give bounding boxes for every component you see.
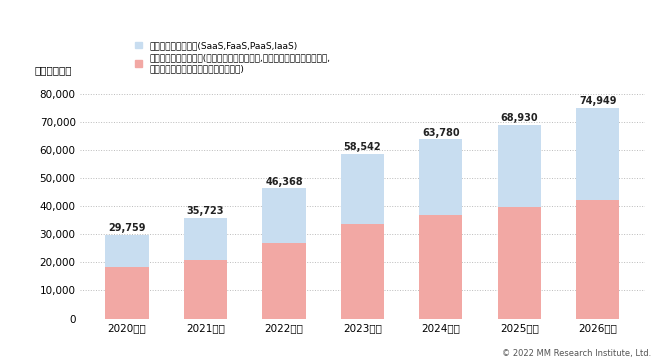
- Text: 29,759: 29,759: [108, 223, 146, 233]
- Text: © 2022 MM Research Institute, Ltd.: © 2022 MM Research Institute, Ltd.: [503, 349, 652, 358]
- Bar: [420, 215, 462, 319]
- Bar: [420, 139, 462, 215]
- Text: 68,930: 68,930: [501, 113, 538, 123]
- Bar: [576, 108, 619, 200]
- Text: 63,780: 63,780: [422, 127, 460, 138]
- Bar: [106, 268, 149, 319]
- Bar: [576, 200, 619, 319]
- Text: 35,723: 35,723: [187, 206, 224, 216]
- Bar: [498, 125, 541, 207]
- Bar: [263, 188, 305, 243]
- Text: 46,368: 46,368: [265, 177, 303, 186]
- Bar: [341, 224, 384, 319]
- Legend: パブリッククラウド(SaaS,FaaS,PaaS,IaaS), プライベートクラウド(コミュニティクラウド,デディケイテッドクラウド,
オンプレミス型プライベー: パブリッククラウド(SaaS,FaaS,PaaS,IaaS), プライベートクラ…: [135, 41, 331, 73]
- Bar: [341, 154, 384, 224]
- Bar: [263, 243, 305, 319]
- Bar: [498, 207, 541, 319]
- Bar: [184, 260, 227, 319]
- Bar: [106, 235, 149, 268]
- Text: 58,542: 58,542: [344, 142, 381, 152]
- Bar: [184, 218, 227, 260]
- Text: 金額（億円）: 金額（億円）: [35, 65, 72, 75]
- Text: 74,949: 74,949: [579, 96, 616, 106]
